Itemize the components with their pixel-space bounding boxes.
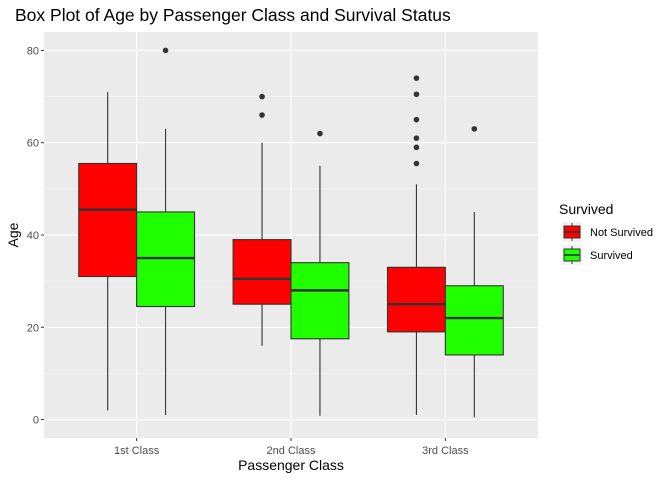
outlier-point — [471, 126, 478, 132]
outlier-point — [317, 130, 323, 137]
outlier-point — [413, 75, 420, 81]
y-tick-label: 20 — [27, 322, 39, 334]
x-tick-label: 3rd Class — [422, 445, 469, 457]
box-not-survived — [232, 239, 292, 305]
outlier-point — [413, 135, 420, 141]
x-axis-label: Passenger Class — [238, 457, 344, 473]
y-tick-label: 40 — [27, 230, 39, 242]
outlier-point — [259, 112, 265, 118]
y-tick-label: 0 — [33, 415, 39, 427]
y-tick-label: 80 — [27, 45, 39, 57]
y-axis: 0 20 40 60 80 — [27, 45, 44, 427]
legend-label: Survived — [590, 250, 633, 262]
x-tick-label: 1st Class — [114, 445, 160, 457]
legend-title: Survived — [559, 201, 613, 217]
outlier-point — [413, 116, 420, 123]
box-survived — [290, 262, 350, 340]
chart-title: Box Plot of Age by Passenger Class and S… — [15, 5, 451, 25]
y-tick-label: 60 — [27, 138, 39, 150]
box-survived — [444, 285, 504, 356]
legend: Survived Not Survived Survived — [559, 201, 653, 265]
x-tick-label: 2nd Class — [267, 445, 316, 457]
outlier-point — [413, 91, 420, 98]
box-not-survived — [78, 162, 138, 278]
outlier-point — [259, 93, 265, 100]
x-axis: 1st Class 2nd Class 3rd Class — [114, 438, 469, 457]
outlier-point — [413, 160, 420, 167]
box-not-survived — [386, 266, 446, 333]
y-axis-label: Age — [5, 222, 21, 247]
outlier-point — [413, 144, 420, 151]
outlier-point — [162, 47, 169, 54]
box-series — [78, 47, 504, 418]
legend-label: Not Survived — [590, 227, 653, 239]
